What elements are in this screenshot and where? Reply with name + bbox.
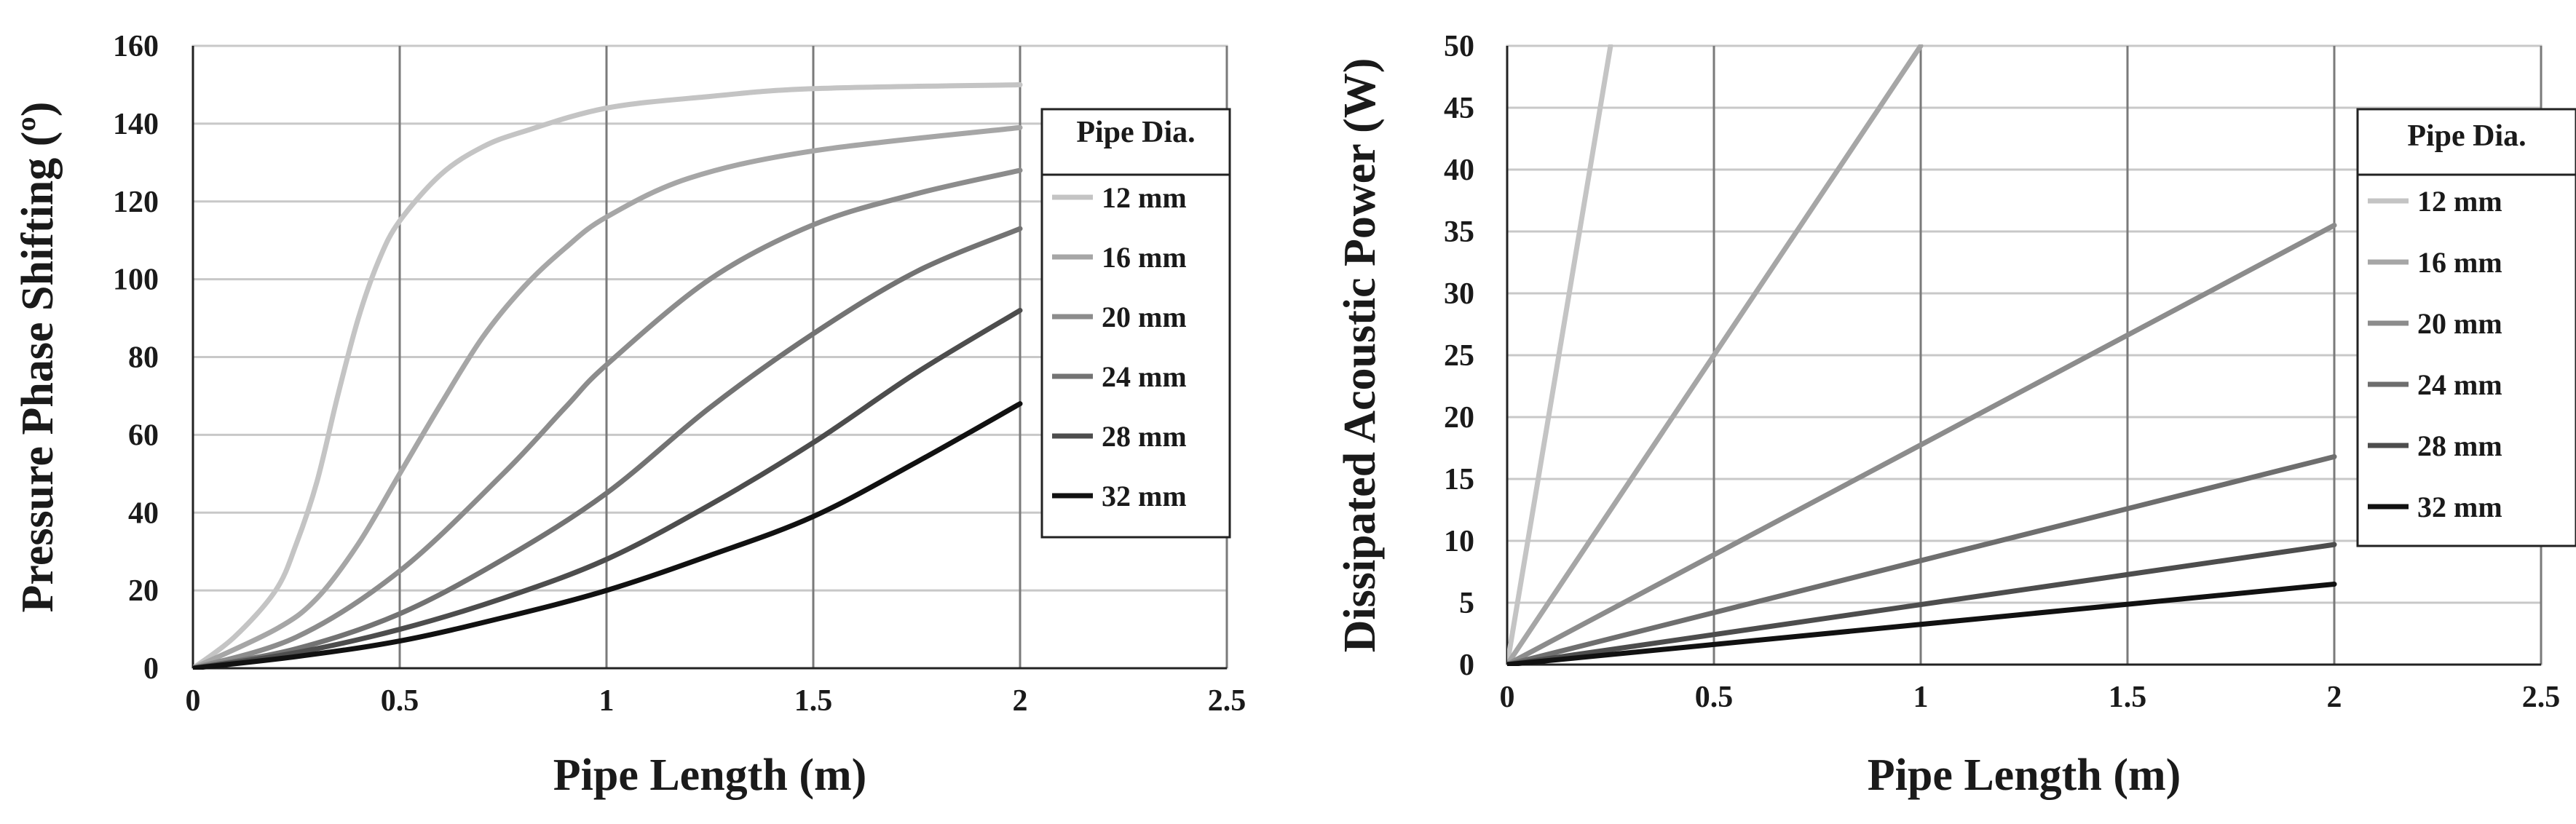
- legend-box: [2356, 108, 2576, 547]
- legend-item-label: 32 mm: [1102, 480, 1187, 512]
- series-line-20-mm: [193, 167, 1023, 670]
- x-axis-title: Pipe Length (m): [553, 750, 867, 800]
- x-axis-title: Pipe Length (m): [1868, 750, 2181, 800]
- y-tick-label: 20: [128, 574, 159, 608]
- legend-item-label: 16 mm: [2417, 246, 2502, 279]
- legend-box: [1040, 108, 1231, 539]
- legend-item-label: 24 mm: [1102, 360, 1187, 393]
- chart-1: 0 20 40 60 80 100 120 140 160 0 0.5 1 1.5 2 2.5 Pipe Le…: [13, 30, 1246, 800]
- y-tick-label: 160: [113, 30, 159, 63]
- legend-item-label: 32 mm: [2417, 491, 2502, 523]
- series-line-32-mm: [193, 401, 1023, 670]
- series-line-24-mm: [193, 226, 1023, 670]
- y-tick-label: 30: [1444, 277, 1474, 311]
- legend-item-label: 20 mm: [1102, 301, 1187, 333]
- legend: Pipe Dia. 12 mm 16 mm 20 mm 24 mm 28 mm 32 mm: [2356, 108, 2576, 547]
- y-tick-label: 60: [128, 419, 159, 452]
- legend-item-label: 28 mm: [1102, 420, 1187, 453]
- x-tick-label: 0.5: [381, 684, 419, 718]
- x-tick-label: 0: [1500, 681, 1515, 714]
- series-line-20-mm: [1507, 223, 2337, 666]
- x-tick-label: 2: [2327, 681, 2342, 714]
- series-line-28-mm: [1507, 542, 2337, 666]
- y-tick-label: 15: [1444, 463, 1474, 496]
- series-line-24-mm: [1507, 453, 2337, 666]
- y-tick-label: 10: [1444, 525, 1474, 558]
- y-tick-label: 80: [128, 341, 159, 375]
- x-tick-label: 1: [599, 684, 615, 718]
- y-tick-label: 35: [1444, 215, 1474, 249]
- y-axis-title: Pressure Phase Shifting (º): [13, 102, 63, 613]
- legend-item-label: 12 mm: [1102, 181, 1187, 214]
- x-tick-label: 0: [186, 684, 201, 718]
- legend-title: Pipe Dia.: [2407, 119, 2526, 153]
- legend-item-label: 24 mm: [2417, 368, 2502, 401]
- legend-item-label: 28 mm: [2417, 429, 2502, 462]
- y-tick-label: 45: [1444, 92, 1474, 125]
- chart-2: 0 5 10 15 20 25 30 35 40 45 50 0 0.5 1 1.5 2 2.5 Pipe Len…: [1335, 30, 2576, 800]
- y-tick-label: 0: [143, 652, 159, 686]
- legend-item-label: 12 mm: [2417, 185, 2502, 218]
- y-tick-label: 120: [113, 186, 159, 219]
- legend-title: Pipe Dia.: [1076, 116, 1195, 149]
- y-tick-label: 0: [1459, 649, 1474, 682]
- x-tick-label: 2.5: [1208, 684, 1246, 718]
- x-tick-label: 2: [1013, 684, 1028, 718]
- x-tick-label: 1.5: [2109, 681, 2147, 714]
- x-tick-label: 2.5: [2522, 681, 2561, 714]
- legend-item-label: 20 mm: [2417, 307, 2502, 340]
- series-line-12-mm: [193, 82, 1023, 670]
- legend: Pipe Dia. 12 mm 16 mm 20 mm 24 mm 28 mm 32 mm: [1040, 108, 1231, 539]
- y-tick-label: 140: [113, 108, 159, 141]
- y-tick-label: 25: [1444, 339, 1474, 373]
- y-axis-title: Dissipated Acoustic Power (W): [1335, 58, 1385, 653]
- series-line-12-mm: [1507, 44, 1613, 666]
- y-tick-label: 40: [128, 496, 159, 530]
- y-tick-label: 20: [1444, 401, 1474, 435]
- x-tick-label: 1: [1913, 681, 1929, 714]
- y-tick-label: 40: [1444, 154, 1474, 187]
- series-line-16-mm: [193, 124, 1023, 670]
- series-line-16-mm: [1507, 44, 1924, 666]
- y-tick-label: 50: [1444, 30, 1474, 63]
- series-line-28-mm: [193, 307, 1023, 670]
- x-tick-label: 1.5: [794, 684, 833, 718]
- x-tick-label: 0.5: [1695, 681, 1734, 714]
- legend-item-label: 16 mm: [1102, 241, 1187, 274]
- series-line-32-mm: [1507, 582, 2337, 666]
- y-tick-label: 100: [113, 264, 159, 297]
- y-tick-label: 5: [1459, 587, 1474, 620]
